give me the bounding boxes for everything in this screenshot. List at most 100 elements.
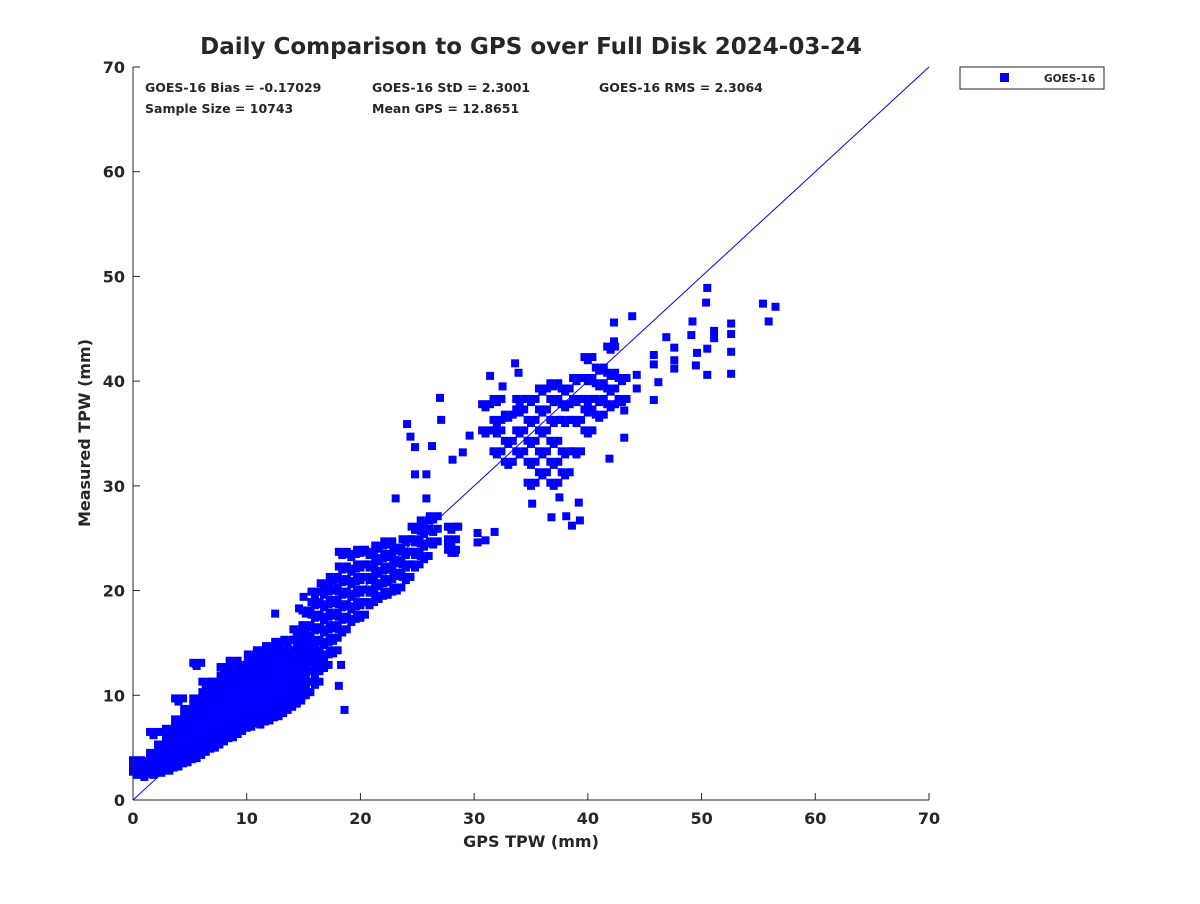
data-point [512, 426, 521, 435]
data-point [443, 538, 452, 547]
data-point [497, 447, 506, 456]
data-point [315, 656, 324, 665]
data-point [154, 740, 163, 749]
data-point [569, 394, 578, 403]
data-point [380, 537, 389, 546]
data-point [370, 560, 379, 569]
data-point [542, 426, 551, 435]
data-point [146, 748, 155, 757]
data-point [370, 585, 379, 594]
data-point [307, 667, 316, 676]
data-point [555, 493, 564, 502]
data-point [216, 663, 225, 672]
data-point [569, 374, 578, 383]
data-point [546, 394, 555, 403]
data-point [161, 724, 170, 733]
data-point [562, 512, 571, 521]
data-point [500, 410, 509, 419]
data-point [298, 621, 307, 630]
data-point [380, 575, 389, 584]
data-point [252, 646, 261, 655]
data-point [389, 568, 398, 577]
data-point [534, 384, 543, 393]
data-point [242, 723, 251, 732]
data-point [271, 637, 280, 646]
data-point [379, 566, 388, 575]
data-point [416, 526, 425, 535]
data-point [407, 535, 416, 544]
data-point [622, 374, 631, 383]
data-point [325, 608, 334, 617]
data-point [520, 426, 529, 435]
data-point [436, 393, 445, 402]
data-point [520, 447, 529, 456]
data-point [422, 494, 431, 503]
data-point [523, 394, 532, 403]
data-point [620, 433, 629, 442]
y-tick-label: 50 [103, 267, 125, 286]
data-point [388, 562, 397, 571]
data-point [180, 704, 189, 713]
y-tick-label: 30 [103, 477, 125, 496]
data-point [324, 625, 333, 634]
data-point [271, 609, 280, 618]
data-point [546, 415, 555, 424]
data-point [534, 468, 543, 477]
data-point [297, 625, 306, 634]
data-point [298, 642, 307, 651]
data-point [298, 631, 307, 640]
data-point [343, 589, 352, 598]
legend-box [959, 66, 1105, 90]
data-point [280, 635, 289, 644]
data-point [297, 635, 306, 644]
data-point [688, 317, 697, 326]
data-point [371, 541, 380, 550]
data-point [169, 763, 178, 772]
data-point [307, 598, 316, 607]
data-point [343, 602, 352, 611]
data-point [569, 415, 578, 424]
data-point [542, 468, 551, 477]
data-point [554, 394, 563, 403]
data-point [407, 547, 416, 556]
data-point [295, 604, 304, 613]
data-point [298, 658, 307, 667]
x-tick-label: 50 [690, 809, 712, 828]
data-point [289, 635, 298, 644]
data-point [353, 572, 362, 581]
data-point [514, 368, 523, 377]
data-point [362, 598, 371, 607]
data-point [433, 524, 442, 533]
data-point [500, 436, 509, 445]
y-tick-label: 40 [103, 372, 125, 391]
data-point [324, 637, 333, 646]
data-point [333, 608, 342, 617]
data-point [481, 536, 490, 545]
data-point [577, 447, 586, 456]
data-point [307, 635, 316, 644]
data-point [588, 374, 597, 383]
data-point [306, 688, 315, 697]
data-point [288, 702, 297, 711]
data-point [580, 405, 589, 414]
data-point [575, 516, 584, 525]
legend-marker-square [1000, 73, 1009, 82]
data-point [580, 394, 589, 403]
data-point [649, 395, 658, 404]
data-point [424, 552, 433, 561]
data-point [531, 394, 540, 403]
data-point [297, 696, 306, 705]
data-point [215, 740, 224, 749]
data-point [411, 443, 420, 452]
data-point [391, 494, 400, 503]
data-point [188, 755, 197, 764]
data-point [370, 547, 379, 556]
data-point [324, 612, 333, 621]
data-point [611, 368, 620, 377]
y-tick-label: 10 [103, 686, 125, 705]
data-point [351, 564, 360, 573]
data-point [371, 591, 380, 600]
x-tick-label: 60 [804, 809, 826, 828]
data-point [758, 299, 767, 308]
data-point [727, 330, 736, 339]
